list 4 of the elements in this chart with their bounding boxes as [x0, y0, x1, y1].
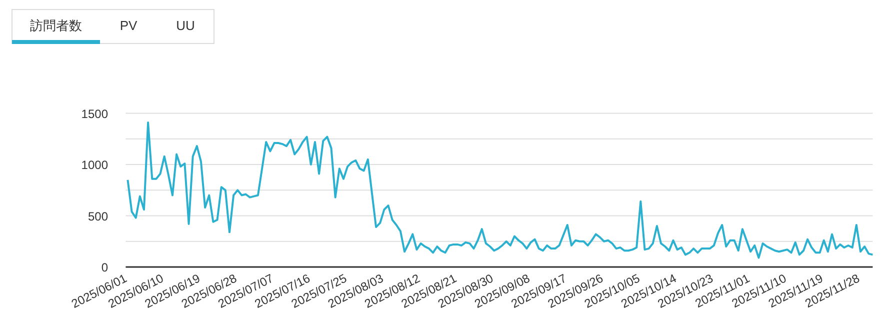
y-tick-label: 0: [101, 260, 108, 274]
y-tick-label: 1500: [81, 106, 108, 121]
y-tick-label: 500: [88, 209, 108, 224]
y-tick-label: 1000: [81, 158, 108, 172]
